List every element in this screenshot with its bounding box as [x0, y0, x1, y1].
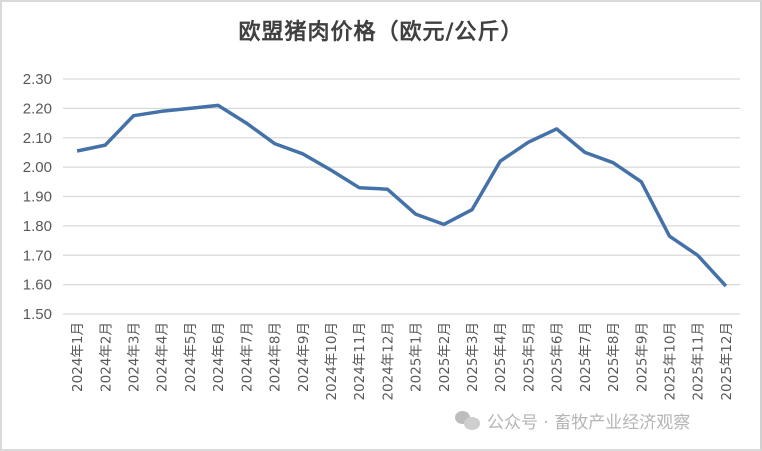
x-tick-label: 2025年8月: [606, 322, 622, 392]
x-tick-label: 2025年11月: [691, 322, 707, 401]
x-tick-label: 2024年10月: [324, 322, 340, 401]
y-tick-label: 1.80: [23, 218, 52, 235]
x-tick-label: 2024年5月: [183, 322, 199, 392]
x-tick-label: 2025年7月: [578, 322, 594, 392]
x-tick-label: 2025年9月: [634, 322, 650, 392]
y-tick-label: 1.70: [23, 247, 52, 264]
y-tick-label: 1.50: [23, 306, 52, 323]
x-tick-label: 2024年11月: [352, 322, 368, 401]
y-tick-label: 1.60: [23, 277, 52, 294]
x-tick-label: 2024年9月: [296, 322, 312, 392]
price-line: [76, 103, 728, 288]
x-tick-label: 2024年4月: [155, 322, 171, 392]
x-tick-label: 2025年1月: [409, 322, 425, 392]
x-tick-label: 2024年7月: [239, 322, 255, 392]
x-tick-label: 2025年6月: [550, 322, 566, 392]
x-tick-label: 2025年2月: [437, 322, 453, 392]
watermark: 公众号 · 畜牧产业经济观察: [455, 408, 690, 433]
x-tick-label: 2025年12月: [719, 322, 735, 401]
x-tick-label: 2025年5月: [521, 322, 537, 392]
y-tick-label: 2.10: [23, 130, 52, 147]
x-tick-label: 2024年8月: [268, 322, 284, 392]
x-tick-label: 2025年4月: [493, 322, 509, 392]
x-tick-label: 2024年12月: [380, 322, 396, 401]
watermark-text: 公众号 · 畜牧产业经济观察: [487, 413, 691, 433]
y-axis: 2.30 2.20 2.10 2.00 1.90 1.80 1.70 1.60 1.50: [23, 71, 52, 323]
y-tick-label: 2.20: [23, 100, 52, 117]
x-tick-label: 2024年3月: [127, 322, 143, 392]
chart-title: 欧盟猪肉价格（欧元/公斤）: [238, 20, 524, 45]
gridlines: [63, 78, 740, 315]
x-tick-label: 2025年10月: [662, 322, 678, 401]
x-tick-label: 2024年1月: [70, 322, 86, 392]
x-tick-label: 2024年2月: [98, 322, 114, 392]
y-tick-label: 1.90: [23, 189, 52, 206]
series-line: [76, 103, 728, 288]
x-tick-label: 2025年3月: [465, 322, 481, 392]
wechat-icon: [455, 410, 481, 431]
x-axis: 2024年1月 2024年2月 2024年3月 2024年4月 2024年5月 2024年…: [70, 322, 735, 401]
y-tick-label: 2.00: [23, 159, 52, 176]
x-tick-label: 2024年6月: [211, 322, 227, 392]
y-tick-label: 2.30: [23, 71, 52, 88]
